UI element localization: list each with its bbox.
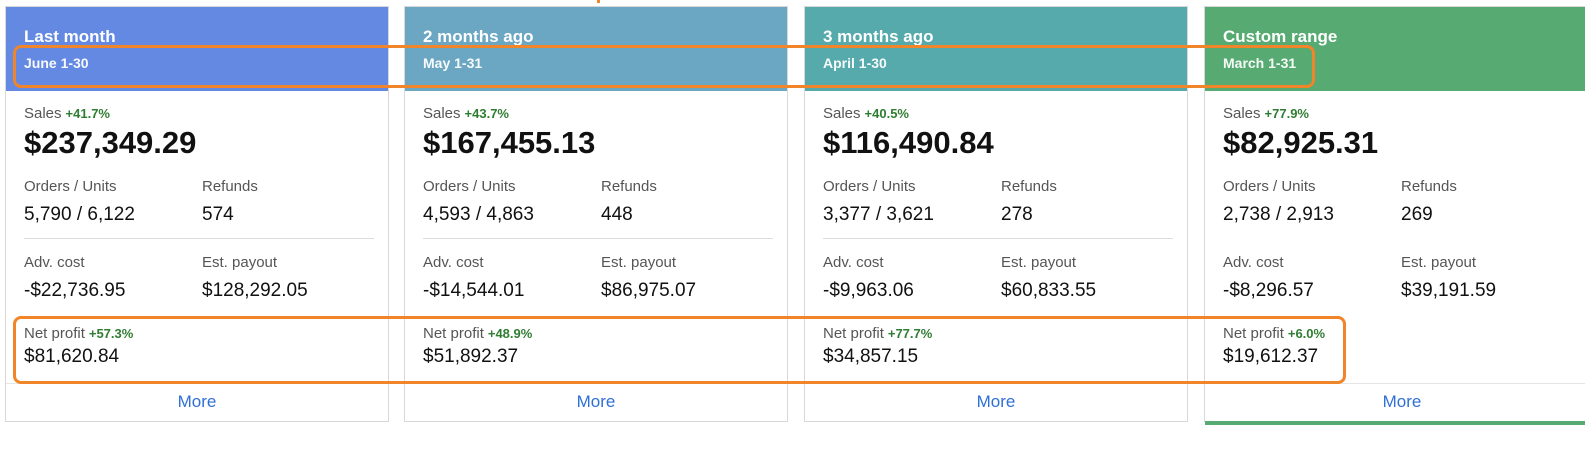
net-profit-block: Net profit +57.3% $81,620.84 (24, 325, 133, 369)
sales-delta: +77.9% (1264, 106, 1309, 121)
orders-units-label: Orders / Units (823, 178, 916, 195)
annotation-mark (597, 0, 600, 3)
divider (423, 238, 773, 239)
orders-units-label: Orders / Units (1223, 178, 1316, 195)
adv-cost-value: -$14,544.01 (423, 280, 525, 301)
adv-cost-label: Adv. cost (823, 254, 884, 271)
divider (24, 238, 374, 239)
refunds-value: 574 (202, 204, 234, 225)
net-profit-value: $81,620.84 (24, 346, 120, 367)
refunds-value: 278 (1001, 204, 1033, 225)
more-link[interactable]: More (177, 392, 217, 411)
card-date-range: March 1-31 (1223, 55, 1297, 71)
period-card-2-months-ago: 2 months ago May 1-31 Sales +43.7% $167,4… (404, 6, 788, 422)
card-title: 2 months ago (423, 27, 534, 46)
sales-block: Sales +43.7% $167,455.13 (423, 105, 771, 161)
period-card-last-month: Last month June 1-30 Sales +41.7% $237,34… (5, 6, 389, 422)
more-link[interactable]: More (976, 392, 1016, 411)
divider (6, 383, 388, 384)
selected-indicator (1205, 421, 1585, 425)
adv-cost-value: -$22,736.95 (24, 280, 126, 301)
net-profit-label: Net profit (423, 325, 484, 342)
card-date-range: June 1-30 (24, 55, 89, 71)
net-profit-block: Net profit +77.7% $34,857.15 (823, 325, 932, 369)
sales-label: Sales (24, 105, 62, 122)
sales-value: $116,490.84 (823, 125, 994, 160)
sales-delta: +41.7% (65, 106, 110, 121)
sales-delta: +40.5% (864, 106, 909, 121)
period-card-custom-range: Custom range March 1-31 Sales +77.9% $82,… (1204, 6, 1585, 425)
net-profit-block: Net profit +6.0% $19,612.37 (1223, 325, 1325, 369)
est-payout-label: Est. payout (1401, 254, 1477, 271)
net-profit-label: Net profit (24, 325, 85, 342)
period-cards: Last month June 1-30 Sales +41.7% $237,34… (5, 6, 1585, 425)
sales-block: Sales +41.7% $237,349.29 (24, 105, 372, 161)
est-payout-label: Est. payout (202, 254, 278, 271)
refunds-value: 269 (1401, 204, 1433, 225)
net-profit-label: Net profit (1223, 325, 1284, 342)
orders-units-value: 4,593 / 4,863 (423, 204, 534, 225)
sales-label: Sales (1223, 105, 1261, 122)
est-payout-value: $86,975.07 (601, 280, 697, 301)
net-profit-value: $34,857.15 (823, 346, 919, 367)
sales-block: Sales +40.5% $116,490.84 (823, 105, 1171, 161)
orders-units-label: Orders / Units (24, 178, 117, 195)
net-profit-delta: +48.9% (487, 326, 533, 341)
card-date-range: May 1-31 (423, 55, 483, 71)
adv-cost-label: Adv. cost (24, 254, 85, 271)
period-card-3-months-ago: 3 months ago April 1-30 Sales +40.5% $116… (804, 6, 1188, 422)
refunds-value: 448 (601, 204, 633, 225)
net-profit-delta: +77.7% (887, 326, 933, 341)
est-payout-value: $128,292.05 (202, 280, 308, 301)
orders-units-label: Orders / Units (423, 178, 516, 195)
refunds-label: Refunds (1401, 178, 1457, 195)
net-profit-delta: +6.0% (1287, 326, 1326, 341)
card-header[interactable]: Custom range March 1-31 (1205, 7, 1585, 91)
card-title: 3 months ago (823, 27, 934, 46)
est-payout-value: $60,833.55 (1001, 280, 1097, 301)
est-payout-label: Est. payout (601, 254, 677, 271)
sales-value: $167,455.13 (423, 125, 596, 160)
adv-cost-label: Adv. cost (423, 254, 484, 271)
net-profit-block: Net profit +48.9% $51,892.37 (423, 325, 532, 369)
refunds-label: Refunds (601, 178, 657, 195)
net-profit-value: $19,612.37 (1223, 346, 1319, 367)
card-date-range: April 1-30 (823, 55, 887, 71)
adv-cost-value: -$9,963.06 (823, 280, 914, 301)
divider (823, 238, 1173, 239)
divider (1205, 383, 1585, 384)
adv-cost-label: Adv. cost (1223, 254, 1284, 271)
sales-value: $82,925.31 (1223, 125, 1379, 160)
orders-units-value: 2,738 / 2,913 (1223, 204, 1334, 225)
card-title: Last month (24, 27, 116, 46)
sales-value: $237,349.29 (24, 125, 197, 160)
more-link[interactable]: More (576, 392, 616, 411)
net-profit-delta: +57.3% (88, 326, 134, 341)
card-header[interactable]: 3 months ago April 1-30 (805, 7, 1187, 91)
orders-units-value: 3,377 / 3,621 (823, 204, 934, 225)
divider (405, 383, 787, 384)
sales-label: Sales (823, 105, 861, 122)
card-title: Custom range (1223, 27, 1338, 46)
sales-block: Sales +77.9% $82,925.31 (1223, 105, 1583, 161)
net-profit-value: $51,892.37 (423, 346, 519, 367)
sales-delta: +43.7% (464, 106, 509, 121)
orders-units-value: 5,790 / 6,122 (24, 204, 135, 225)
est-payout-label: Est. payout (1001, 254, 1077, 271)
card-header[interactable]: 2 months ago May 1-31 (405, 7, 787, 91)
divider (805, 383, 1187, 384)
adv-cost-value: -$8,296.57 (1223, 280, 1314, 301)
refunds-label: Refunds (1001, 178, 1057, 195)
refunds-label: Refunds (202, 178, 258, 195)
net-profit-label: Net profit (823, 325, 884, 342)
est-payout-value: $39,191.59 (1401, 280, 1497, 301)
card-header[interactable]: Last month June 1-30 (6, 7, 388, 91)
more-link[interactable]: More (1382, 392, 1422, 411)
sales-label: Sales (423, 105, 461, 122)
